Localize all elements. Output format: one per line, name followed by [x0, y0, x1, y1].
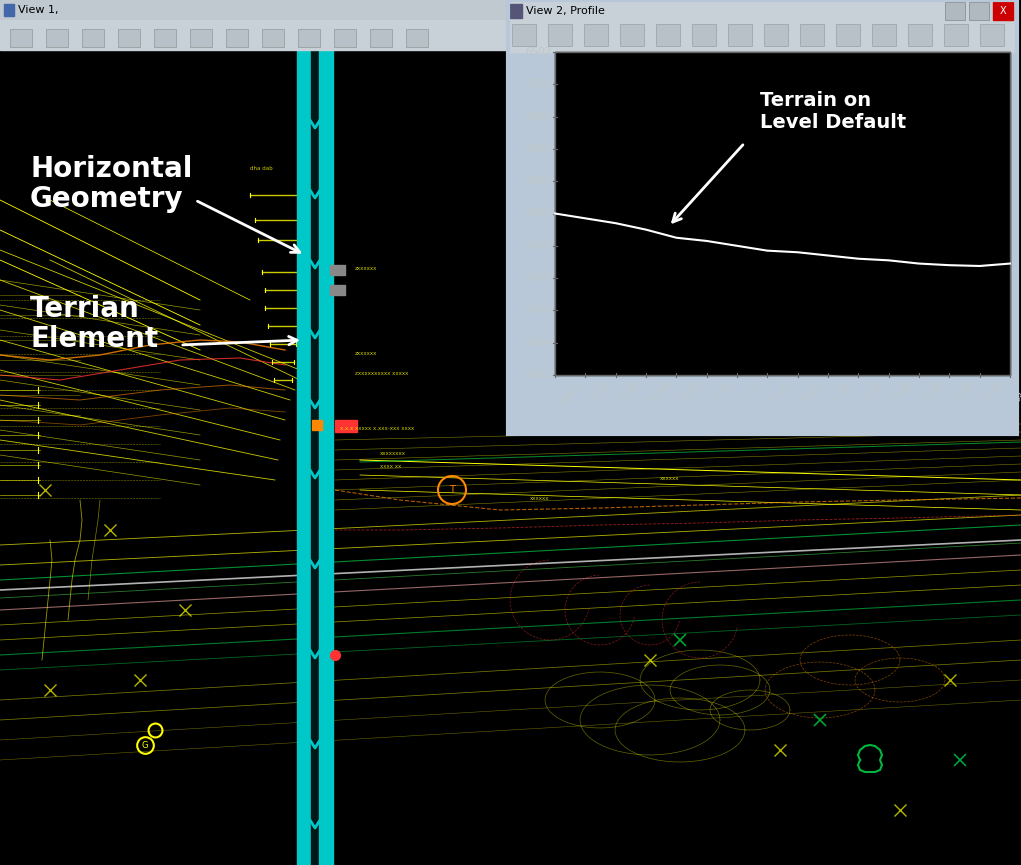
Bar — [555, 52, 1010, 375]
Text: 6490: 6490 — [526, 240, 552, 251]
Text: 2+00: 2+00 — [861, 381, 884, 405]
Bar — [692, 24, 716, 46]
Bar — [190, 29, 212, 47]
Bar — [82, 29, 104, 47]
Text: Horizontal
Geometry: Horizontal Geometry — [30, 155, 192, 213]
Text: X: X — [1000, 6, 1007, 16]
Text: 6484: 6484 — [526, 337, 552, 348]
Text: 0+40: 0+40 — [618, 381, 641, 405]
Text: 1+00: 1+00 — [709, 381, 732, 405]
Text: 0+0-0: 0+0-0 — [557, 381, 583, 407]
Text: 2+80: 2+80 — [981, 381, 1006, 405]
Text: 6488: 6488 — [526, 273, 552, 283]
Bar — [764, 24, 788, 46]
Bar — [311, 50, 319, 865]
Text: xxxxxx: xxxxxx — [660, 476, 680, 481]
Bar — [508, 0, 1017, 22]
Bar — [512, 24, 536, 46]
Text: zxxxxxxxxxx xxxxx: zxxxxxxxxxx xxxxx — [355, 371, 408, 376]
Bar — [0, 20, 510, 50]
Text: 2+40: 2+40 — [921, 381, 944, 405]
Bar — [262, 29, 284, 47]
Text: 6496: 6496 — [526, 144, 552, 154]
Text: 6494: 6494 — [526, 176, 552, 186]
Text: 2+20: 2+20 — [890, 381, 915, 405]
Bar — [510, 4, 522, 18]
Bar — [226, 29, 248, 47]
Bar — [0, 0, 510, 20]
Text: x.x.x xxxxx x.xxx-xxx xxxx: x.x.x xxxxx x.xxx-xxx xxxx — [340, 426, 415, 431]
Bar — [944, 24, 968, 46]
Text: 6486: 6486 — [526, 305, 552, 316]
Text: zxxxxxx: zxxxxxx — [355, 266, 378, 271]
Bar — [836, 24, 860, 46]
Bar — [980, 24, 1004, 46]
Bar — [406, 29, 428, 47]
Text: 6500: 6500 — [526, 80, 552, 89]
Text: 2+60: 2+60 — [952, 381, 975, 405]
Bar — [319, 50, 333, 865]
Text: 3+00: 3+00 — [1012, 381, 1021, 405]
Bar — [908, 24, 932, 46]
Bar — [508, 0, 1017, 434]
Bar — [508, 0, 1017, 432]
Bar — [872, 24, 896, 46]
Bar — [584, 24, 607, 46]
Text: 0+80: 0+80 — [678, 381, 702, 405]
Text: 6502: 6502 — [526, 47, 552, 57]
Text: 1+80: 1+80 — [830, 381, 854, 405]
Text: T: T — [449, 485, 455, 495]
Bar — [334, 29, 356, 47]
Bar — [657, 24, 680, 46]
Text: 6482: 6482 — [526, 370, 552, 380]
Bar — [548, 24, 572, 46]
Text: Terrian
Element: Terrian Element — [30, 295, 158, 353]
Text: 6492: 6492 — [526, 208, 552, 219]
Bar — [46, 29, 68, 47]
Bar — [330, 265, 345, 275]
Bar — [118, 29, 140, 47]
Bar — [728, 24, 752, 46]
Text: xxxx xx: xxxx xx — [380, 464, 401, 469]
Bar — [508, 22, 1017, 52]
Text: 1+40: 1+40 — [770, 381, 793, 405]
Bar — [555, 52, 1010, 375]
Text: 1+20: 1+20 — [739, 381, 763, 405]
Bar — [335, 420, 357, 432]
Bar — [154, 29, 176, 47]
Bar — [800, 24, 824, 46]
Text: 1+60: 1+60 — [799, 381, 824, 405]
Text: 0+20: 0+20 — [587, 381, 612, 405]
Bar — [10, 29, 32, 47]
Bar — [330, 285, 345, 295]
Text: xxxxxx: xxxxxx — [530, 496, 549, 501]
Text: xxxxxxxx: xxxxxxxx — [380, 451, 406, 456]
Text: dha dab: dha dab — [250, 166, 273, 171]
Bar — [297, 50, 311, 865]
Bar — [312, 420, 322, 430]
Bar — [945, 2, 965, 20]
Text: View 2, Profile: View 2, Profile — [526, 6, 604, 16]
Bar — [620, 24, 644, 46]
Bar — [298, 29, 320, 47]
Text: View 1,: View 1, — [18, 5, 58, 15]
Text: zxxxxxx: zxxxxxx — [355, 351, 378, 356]
Bar — [993, 2, 1013, 20]
Bar — [370, 29, 392, 47]
Text: Terrain on
Level Default: Terrain on Level Default — [760, 91, 906, 131]
Text: G: G — [142, 740, 148, 749]
Bar — [4, 4, 14, 16]
Text: 0+60: 0+60 — [648, 381, 672, 405]
Text: 6498: 6498 — [526, 112, 552, 122]
Bar — [969, 2, 989, 20]
